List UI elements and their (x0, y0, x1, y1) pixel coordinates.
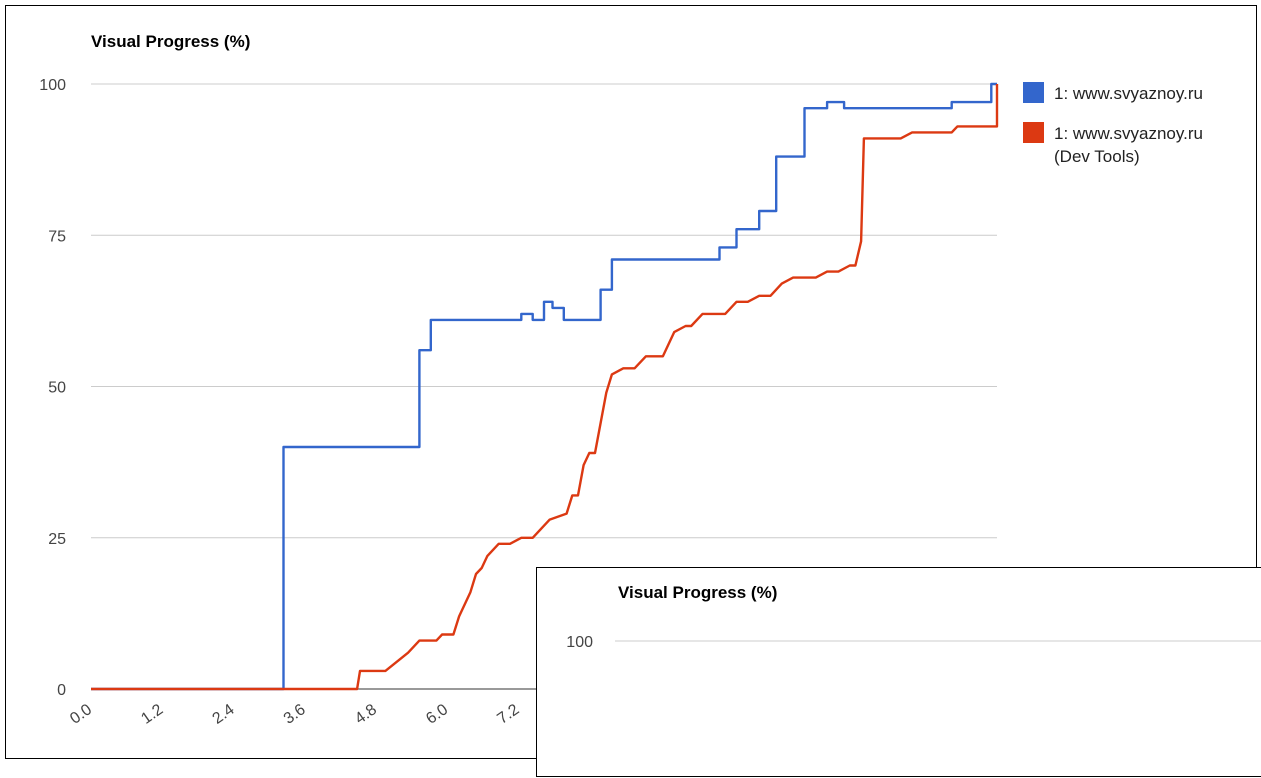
y-tick-label: 25 (48, 531, 66, 548)
series-lines (91, 82, 999, 691)
y-tick-label: 100 (39, 77, 66, 94)
y-tick-label: 50 (48, 380, 66, 397)
inset-y-axis-ticks: 100 (566, 634, 593, 651)
inset-chart-frame: Visual Progress (%) 100 (536, 567, 1261, 777)
legend-label-1: 1: www.svyaznoy.ru (Dev Tools) (1054, 124, 1203, 166)
legend-label-0: 1: www.svyaznoy.ru (1054, 84, 1203, 103)
x-tick-label: 4.8 (352, 701, 380, 728)
y-tick-label: 75 (48, 228, 66, 245)
legend: 1: www.svyaznoy.ru 1: www.svyaznoy.ru (Dev… (1023, 82, 1203, 166)
x-tick-label: 0.0 (67, 701, 95, 728)
legend-swatch-0 (1023, 82, 1044, 103)
inset-chart: Visual Progress (%) 100 (566, 583, 1261, 651)
legend-swatch-1 (1023, 122, 1044, 143)
x-tick-label: 1.2 (138, 701, 166, 728)
y-axis-ticks: 0 25 50 75 100 (39, 77, 66, 699)
y-tick-label: 0 (57, 682, 66, 699)
main-chart: Visual Progress (%) 0 25 50 75 100 0.0 1.2 2.4… (39, 32, 1203, 728)
x-tick-label: 6.0 (423, 701, 451, 728)
x-tick-label: 7.2 (494, 701, 522, 728)
x-tick-label: 2.4 (210, 701, 238, 728)
inset-chart-title: Visual Progress (%) (618, 583, 777, 602)
x-tick-label: 3.6 (281, 701, 309, 728)
series-line-0 (91, 82, 997, 691)
inset-y-tick-label: 100 (566, 634, 593, 651)
chart-title: Visual Progress (%) (91, 32, 250, 51)
series-line-1 (91, 84, 999, 691)
